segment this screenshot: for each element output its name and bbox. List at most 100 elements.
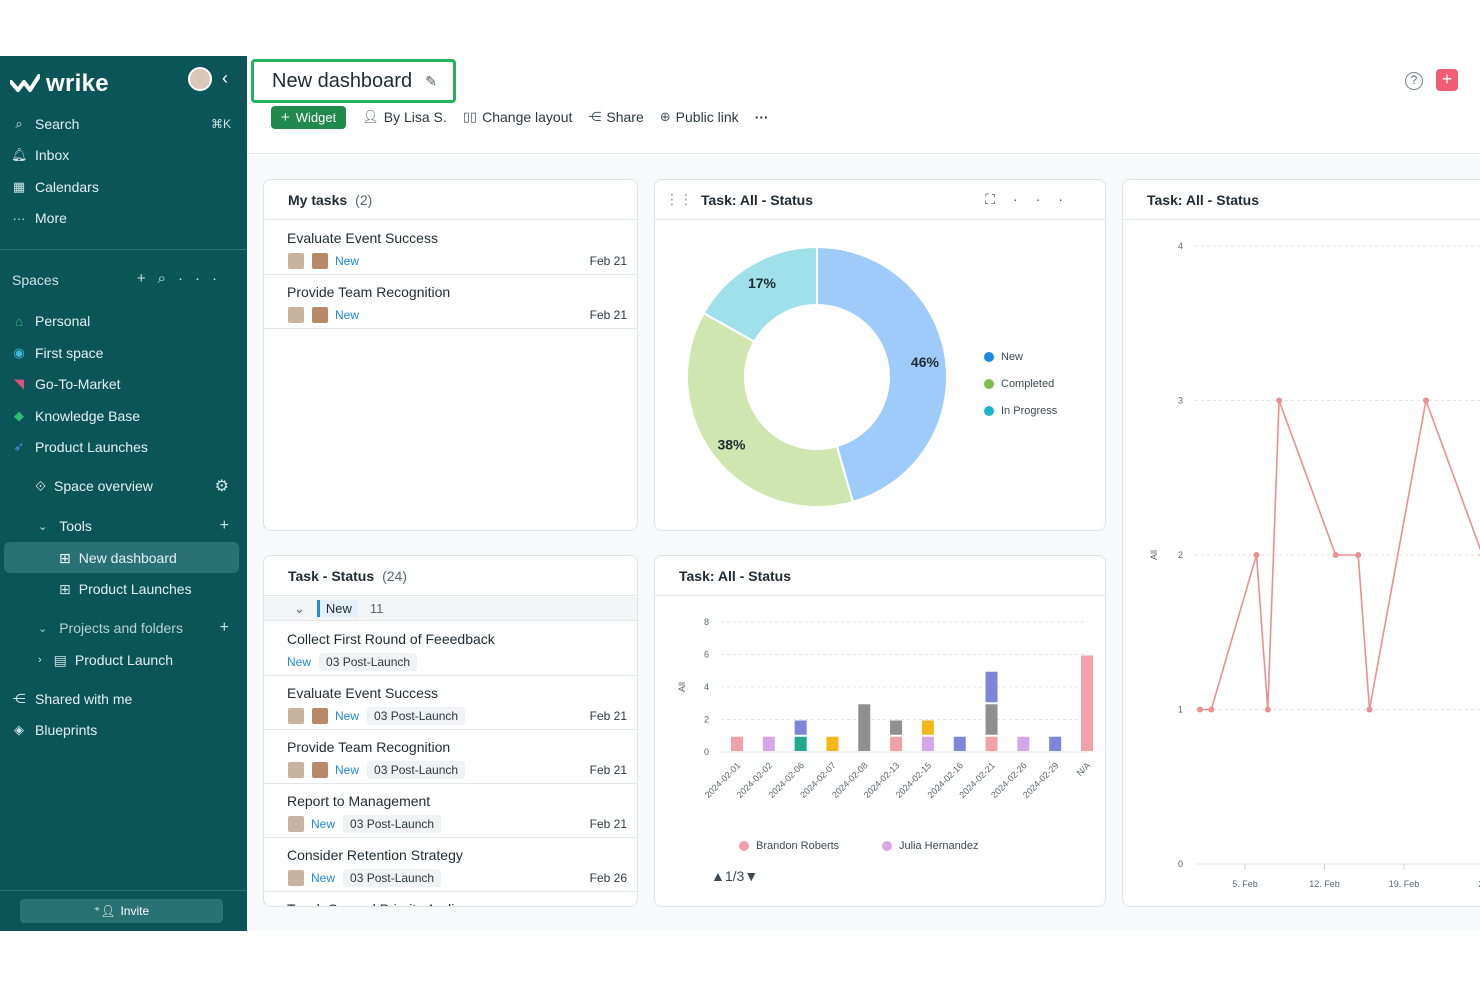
add-tool-icon[interactable]: + [219,517,229,534]
data-point [1355,552,1362,558]
search-nav[interactable]: ⌕ Search ⌘K [0,110,247,138]
widget-title[interactable]: My tasks [288,191,348,208]
status-badge[interactable]: New [335,763,360,777]
help-icon[interactable]: ? [1405,72,1423,90]
due-date[interactable]: Feb 26 [589,871,627,885]
space-label: Knowledge Base [35,408,141,424]
tools-header[interactable]: ⌄ Tools + [38,512,247,540]
dashboard-canvas: My tasks (2) Evaluate Event Success New … [247,155,1480,931]
bar [985,704,998,735]
dashboard-icon: ⊞ [59,580,71,597]
more-actions-button[interactable]: ··· [755,109,769,125]
task-title[interactable]: Evaluate Event Success [287,230,438,246]
logo[interactable]: wrike ‹ [10,64,240,104]
legend-item[interactable]: New [984,351,1023,363]
widget-title[interactable]: Task: All - Status [679,567,792,584]
task-title[interactable]: Provide Team Recognition [287,284,451,300]
legend-item[interactable]: In Progress [984,405,1057,417]
user-avatar[interactable] [188,67,212,91]
expand-icon[interactable]: ⛶ [985,191,1013,207]
sidebar-item-more[interactable]: ··· More [0,204,247,232]
due-date[interactable]: Feb 21 [589,308,627,322]
legend-item[interactable]: Brandon Roberts [739,840,839,852]
folder-tag[interactable]: 03 Post-Launch [367,707,466,725]
bar [826,736,839,751]
folder-tag[interactable]: 03 Post-Launch [343,815,442,833]
collapse-sidebar-icon[interactable]: ‹ [222,68,228,88]
pin-icon[interactable]: ✎ [425,72,437,89]
public-link-button[interactable]: ⊕ Public link [660,109,739,125]
status-badge[interactable]: New [335,709,360,723]
change-layout-button[interactable]: ▯▯ Change layout [463,109,573,125]
task-title[interactable]: Report to Management [287,793,431,809]
page-title[interactable]: New dashboard [272,69,413,92]
gear-icon[interactable]: ⚙ [214,478,229,495]
folder-tag[interactable]: 03 Post-Launch [367,761,466,779]
sidebar-item-product-launches-tool[interactable]: ⊞ Product Launches [59,575,239,603]
drag-handle-icon[interactable]: ⋮⋮ [665,191,693,207]
legend-item[interactable]: Julia Hernandez [882,840,979,852]
table-row[interactable]: Report to Management New 03 Post-Launch Feb… [264,784,637,838]
status-badge[interactable]: New [311,871,336,885]
owner-button[interactable]: 👤︎ By Lisa S. [362,109,447,125]
y-tick-label: 0 [1178,859,1183,869]
space-overview[interactable]: ⟐ Space overview ⚙ [35,472,247,500]
task-meta: New 03 Post-Launch [287,869,442,887]
due-date[interactable]: Feb 21 [589,709,627,723]
sidebar-item-product-launch[interactable]: › ▤ Product Launch [38,646,247,674]
sidebar-item-new-dashboard[interactable]: ⊞ New dashboard [59,544,239,572]
spaces-actions[interactable]: +⌕··· [136,270,229,287]
sidebar-item-calendars[interactable]: ▦ Calendars [0,173,247,201]
sidebar-item-knowledge-base[interactable]: ◆ Knowledge Base [0,402,247,430]
widget-title[interactable]: Task - Status [288,567,375,584]
add-project-icon[interactable]: + [219,619,229,636]
sidebar-item-product-launches[interactable]: ➶ Product Launches [0,433,247,461]
sidebar-item-personal[interactable]: ⌂ Personal [0,307,247,335]
due-date[interactable]: Feb 21 [589,254,627,268]
widget-title[interactable]: Task: All - Status [701,191,814,208]
widget-title[interactable]: Task: All - Status [1147,191,1260,208]
status-badge[interactable]: New [311,817,336,831]
sidebar-item-go-to-market[interactable]: ◥ Go-To-Market [0,370,247,398]
table-row[interactable]: Collect First Round of Feeedback New 03 Po… [264,622,637,676]
invite-button[interactable]: ⁺👤︎ Invite [20,899,223,923]
sidebar-item-shared[interactable]: ⋲ Shared with me [0,685,247,713]
sidebar-item-first-space[interactable]: ◉ First space [0,339,247,367]
y-tick-label: 8 [704,617,709,627]
space-label: Go-To-Market [35,376,121,392]
sidebar-item-blueprints[interactable]: ◈ Blueprints [0,716,247,744]
table-row[interactable]: Evaluate Event Success New 03 Post-Launch F… [264,676,637,730]
share-label: Share [606,109,644,125]
task-title[interactable]: Consider Retention Strategy [287,847,463,863]
table-row[interactable]: Touch Second Priority Audiences [264,892,637,906]
legend-pager[interactable]: ▲1/3▼ [711,868,759,884]
status-badge[interactable]: New [335,254,360,268]
legend-item[interactable]: Completed [984,378,1054,390]
task-title[interactable]: Collect First Round of Feeedback [287,631,495,647]
table-row[interactable]: Provide Team Recognition New 03 Post-Launc… [264,730,637,784]
task-title[interactable]: Provide Team Recognition [287,739,451,755]
task-row[interactable]: Provide Team Recognition New Feb 21 [264,275,637,329]
y-tick-label: 2 [704,715,709,725]
folder-tag[interactable]: 03 Post-Launch [343,869,442,887]
more-icon[interactable]: ··· [1013,191,1081,207]
task-title[interactable]: Evaluate Event Success [287,685,438,701]
due-date[interactable]: Feb 21 [589,817,627,831]
donut-chart: 46% 38% 17% [686,245,948,508]
projects-header[interactable]: ⌄ Projects and folders + [38,614,247,642]
add-widget-button[interactable]: + Widget [271,105,347,129]
due-date[interactable]: Feb 21 [589,763,627,777]
sidebar-item-inbox[interactable]: 🔔︎ Inbox [0,141,247,169]
divider [0,890,247,891]
task-title[interactable]: Touch Second Priority Audiences [287,901,492,906]
chevron-down-icon[interactable]: ⌄ [294,600,305,616]
task-row[interactable]: Evaluate Event Success New Feb 21 [264,221,637,275]
status-badge[interactable]: New [335,308,360,322]
share-button[interactable]: ⋲ Share [588,109,643,125]
dashboard-title-box[interactable]: New dashboard ✎ [251,59,456,103]
folder-tag[interactable]: 03 Post-Launch [319,653,418,671]
add-icon[interactable]: + [1436,69,1458,91]
status-group-row[interactable]: ⌄ New 11 [264,597,637,621]
table-row[interactable]: Consider Retention Strategy New 03 Post-La… [264,838,637,892]
status-badge[interactable]: New [287,655,312,669]
